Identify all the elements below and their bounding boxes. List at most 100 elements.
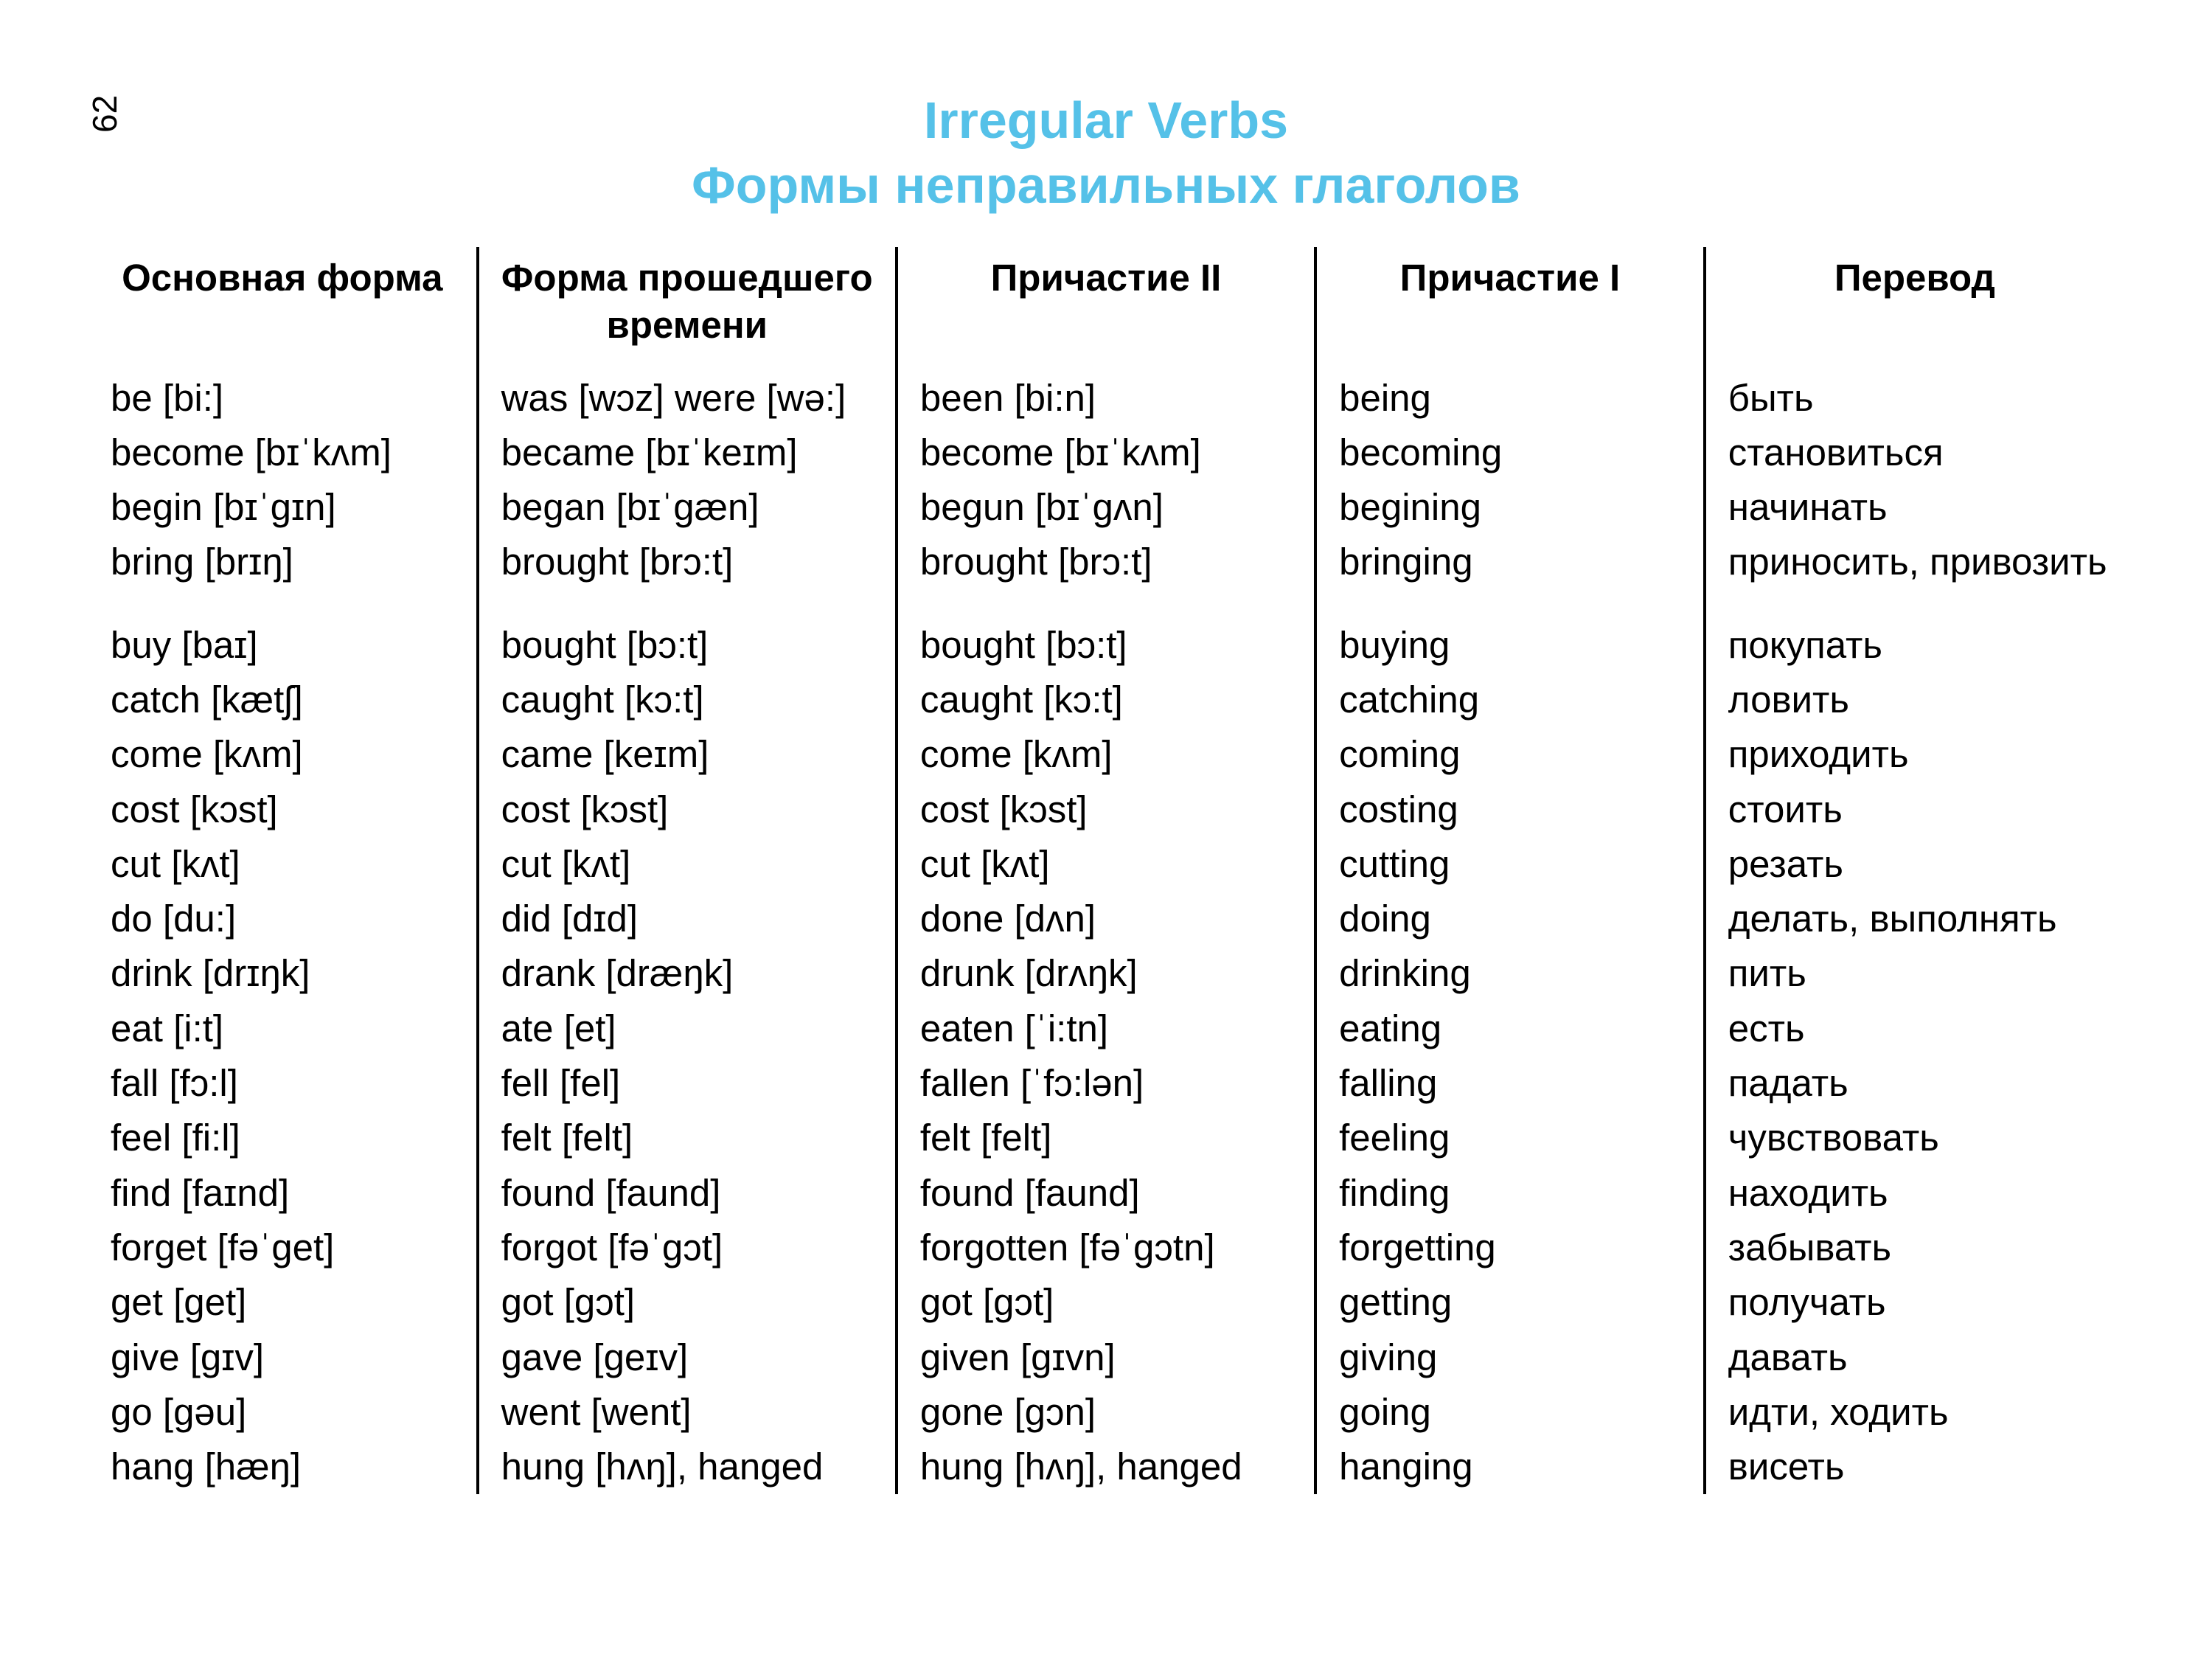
table-row: cost [kɔst]cost [kɔst]cost [kɔst]costing… bbox=[88, 782, 2124, 837]
col-header-participle1: Причастие I bbox=[1315, 247, 1705, 371]
table-cell: find [faɪnd] bbox=[88, 1166, 478, 1221]
table-cell: forgot [fəˈɡɔt] bbox=[478, 1221, 897, 1275]
table-cell: drunk [drʌŋk] bbox=[897, 946, 1315, 1001]
table-cell: felt [felt] bbox=[897, 1111, 1315, 1165]
table-cell: found [faund] bbox=[478, 1166, 897, 1221]
table-cell: falling bbox=[1315, 1056, 1705, 1111]
table-row: give [ɡɪv]gave [ɡeɪv]given [ɡɪvn]givingд… bbox=[88, 1330, 2124, 1385]
table-cell: делать, выполнять bbox=[1705, 892, 2124, 946]
table-cell: fall [fɔ:l] bbox=[88, 1056, 478, 1111]
table-cell: came [keɪm] bbox=[478, 727, 897, 782]
table-cell: given [ɡɪvn] bbox=[897, 1330, 1315, 1385]
table-cell: went [went] bbox=[478, 1385, 897, 1440]
irregular-verbs-table: Основная форма Форма прошедшего времени … bbox=[88, 247, 2124, 1494]
table-cell: ловить bbox=[1705, 673, 2124, 727]
table-cell: be [bi:] bbox=[88, 371, 478, 426]
table-head: Основная форма Форма прошедшего времени … bbox=[88, 247, 2124, 371]
table-cell: hung [hʌŋ], hanged bbox=[897, 1440, 1315, 1494]
table-cell: gone [ɡɔn] bbox=[897, 1385, 1315, 1440]
table-cell: finding bbox=[1315, 1166, 1705, 1221]
table-cell: being bbox=[1315, 371, 1705, 426]
table-row: catch [kætʃ]caught [kɔ:t]caught [kɔ:t]ca… bbox=[88, 673, 2124, 727]
table-cell: fallen [ˈfɔ:lən] bbox=[897, 1056, 1315, 1111]
table-cell: cutting bbox=[1315, 837, 1705, 892]
col-header-participle2: Причастие II bbox=[897, 247, 1315, 371]
table-cell: brought [brɔ:t] bbox=[897, 535, 1315, 589]
table-cell: ate [et] bbox=[478, 1002, 897, 1056]
title-block: Irregular Verbs Формы неправильных глаго… bbox=[0, 88, 2212, 218]
table-cell: cost [kɔst] bbox=[88, 782, 478, 837]
table-cell: bring [brɪŋ] bbox=[88, 535, 478, 589]
table-row: become [bɪˈkʌm]became [bɪˈkeɪm]become [b… bbox=[88, 426, 2124, 480]
table-cell: drink [drɪŋk] bbox=[88, 946, 478, 1001]
col-header-translation: Перевод bbox=[1705, 247, 2124, 371]
table-cell: give [ɡɪv] bbox=[88, 1330, 478, 1385]
table-cell: eat [i:t] bbox=[88, 1002, 478, 1056]
table-cell: приходить bbox=[1705, 727, 2124, 782]
title-english: Irregular Verbs bbox=[0, 88, 2212, 153]
table-cell: drinking bbox=[1315, 946, 1705, 1001]
table-cell: fell [fel] bbox=[478, 1056, 897, 1111]
table-cell: coming bbox=[1315, 727, 1705, 782]
table-cell: felt [felt] bbox=[478, 1111, 897, 1165]
table-cell: giving bbox=[1315, 1330, 1705, 1385]
table-cell: feel [fi:l] bbox=[88, 1111, 478, 1165]
table-row: go [ɡəu]went [went]gone [ɡɔn]goingидти, … bbox=[88, 1385, 2124, 1440]
table-cell: been [bi:n] bbox=[897, 371, 1315, 426]
table-cell: forgetting bbox=[1315, 1221, 1705, 1275]
table-cell: drank [dræŋk] bbox=[478, 946, 897, 1001]
table-row: hang [hæŋ]hung [hʌŋ], hangedhung [hʌŋ], … bbox=[88, 1440, 2124, 1494]
table-cell: начинать bbox=[1705, 480, 2124, 535]
spacer-cell bbox=[88, 590, 478, 618]
table-cell: becoming bbox=[1315, 426, 1705, 480]
table-cell: done [dʌn] bbox=[897, 892, 1315, 946]
table-cell: быть bbox=[1705, 371, 2124, 426]
table-cell: catch [kætʃ] bbox=[88, 673, 478, 727]
title-russian: Формы неправильных глаголов bbox=[0, 153, 2212, 218]
table-cell: go [ɡəu] bbox=[88, 1385, 478, 1440]
table-cell: did [dɪd] bbox=[478, 892, 897, 946]
table-cell: hang [hæŋ] bbox=[88, 1440, 478, 1494]
table-cell: doing bbox=[1315, 892, 1705, 946]
table-cell: приносить, привозить bbox=[1705, 535, 2124, 589]
spacer-cell bbox=[897, 590, 1315, 618]
table-cell: buy [baɪ] bbox=[88, 618, 478, 673]
table-row: cut [kʌt]cut [kʌt]cut [kʌt]cuttingрезать bbox=[88, 837, 2124, 892]
table-cell: costing bbox=[1315, 782, 1705, 837]
table-cell: идти, ходить bbox=[1705, 1385, 2124, 1440]
table-cell: hanging bbox=[1315, 1440, 1705, 1494]
page: 62 Irregular Verbs Формы неправильных гл… bbox=[0, 0, 2212, 1666]
table-cell: begining bbox=[1315, 480, 1705, 535]
table-row: be [bi:]was [wɔz] were [wə:]been [bi:n]b… bbox=[88, 371, 2124, 426]
table-cell: становиться bbox=[1705, 426, 2124, 480]
table-cell: get [ɡet] bbox=[88, 1275, 478, 1330]
table-cell: hung [hʌŋ], hanged bbox=[478, 1440, 897, 1494]
table-row: do [du:]did [dɪd]done [dʌn]doingделать, … bbox=[88, 892, 2124, 946]
table-cell: got [ɡɔt] bbox=[478, 1275, 897, 1330]
table-cell: падать bbox=[1705, 1056, 2124, 1111]
table-cell: получать bbox=[1705, 1275, 2124, 1330]
table-cell: going bbox=[1315, 1385, 1705, 1440]
table-cell: cut [kʌt] bbox=[88, 837, 478, 892]
table-cell: bought [bɔ:t] bbox=[478, 618, 897, 673]
table-cell: eaten [ˈi:tn] bbox=[897, 1002, 1315, 1056]
table-row: feel [fi:l]felt [felt]felt [felt]feeling… bbox=[88, 1111, 2124, 1165]
table-row: bring [brɪŋ]brought [brɔ:t]brought [brɔ:… bbox=[88, 535, 2124, 589]
spacer-cell bbox=[478, 590, 897, 618]
table-cell: cost [kɔst] bbox=[897, 782, 1315, 837]
table-cell: покупать bbox=[1705, 618, 2124, 673]
table-cell: висеть bbox=[1705, 1440, 2124, 1494]
table-cell: begin [bɪˈɡɪn] bbox=[88, 480, 478, 535]
table-body: be [bi:]was [wɔz] were [wə:]been [bi:n]b… bbox=[88, 371, 2124, 1495]
table-cell: cut [kʌt] bbox=[897, 837, 1315, 892]
table-cell: cut [kʌt] bbox=[478, 837, 897, 892]
table-row: begin [bɪˈɡɪn]began [bɪˈɡæn]begun [bɪˈɡʌ… bbox=[88, 480, 2124, 535]
table-cell: caught [kɔ:t] bbox=[897, 673, 1315, 727]
table-cell: found [faund] bbox=[897, 1166, 1315, 1221]
spacer-cell bbox=[1705, 590, 2124, 618]
table-row: forget [fəˈɡet]forgot [fəˈɡɔt]forgotten … bbox=[88, 1221, 2124, 1275]
table-cell: buying bbox=[1315, 618, 1705, 673]
group-spacer bbox=[88, 590, 2124, 618]
table-cell: чувствовать bbox=[1705, 1111, 2124, 1165]
table-cell: резать bbox=[1705, 837, 2124, 892]
